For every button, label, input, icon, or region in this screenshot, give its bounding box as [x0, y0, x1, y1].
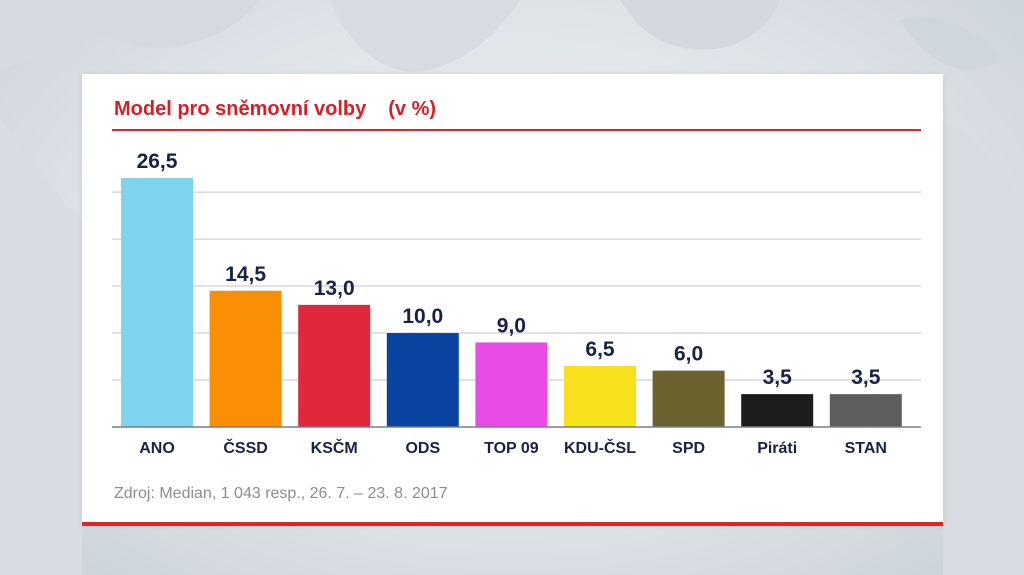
title-rule — [112, 129, 921, 131]
value-label-6: 6,0 — [674, 343, 703, 366]
category-label-7: Piráti — [757, 440, 797, 457]
category-label-3: ODS — [405, 440, 440, 457]
value-label-0: 26,5 — [137, 150, 178, 173]
bar-0 — [121, 178, 193, 427]
chart-title-row: Model pro sněmovní volby (v %) — [114, 98, 436, 126]
chart-title: Model pro sněmovní volby — [114, 98, 367, 120]
value-label-8: 3,5 — [851, 366, 881, 389]
category-label-5: KDU-ČSL — [564, 438, 636, 457]
bar-5 — [564, 365, 636, 427]
bar-chart: 26,5 ANO 14,5 ČSSD 13,0 KSČM 10,0 ODS 9,0 TOP 09 6… — [112, 150, 921, 457]
value-label-7: 3,5 — [763, 366, 793, 389]
bar-8 — [829, 394, 902, 427]
chart-subtitle: (v %) — [388, 98, 437, 120]
value-label-5: 6,5 — [585, 338, 615, 361]
bar-2 — [298, 304, 371, 427]
chart-panel: Model pro sněmovní volby (v %) 26,5 ANO 14… — [82, 74, 943, 526]
bar-1 — [209, 290, 282, 427]
category-label-0: ANO — [139, 440, 175, 457]
category-label-6: SPD — [672, 440, 705, 457]
category-label-2: KSČM — [311, 438, 358, 457]
category-label-4: TOP 09 — [484, 440, 539, 457]
value-label-3: 10,0 — [402, 305, 443, 328]
bar-3 — [386, 333, 459, 427]
value-label-4: 9,0 — [497, 314, 526, 337]
bar-6 — [652, 370, 725, 427]
bar-7 — [741, 394, 814, 427]
category-label-8: STAN — [845, 440, 887, 457]
category-label-1: ČSSD — [223, 438, 267, 457]
value-label-2: 13,0 — [314, 277, 355, 300]
value-label-1: 14,5 — [225, 263, 266, 286]
bar-4 — [475, 342, 548, 427]
source-note: Zdroj: Median, 1 043 resp., 26. 7. – 23.… — [114, 485, 448, 502]
